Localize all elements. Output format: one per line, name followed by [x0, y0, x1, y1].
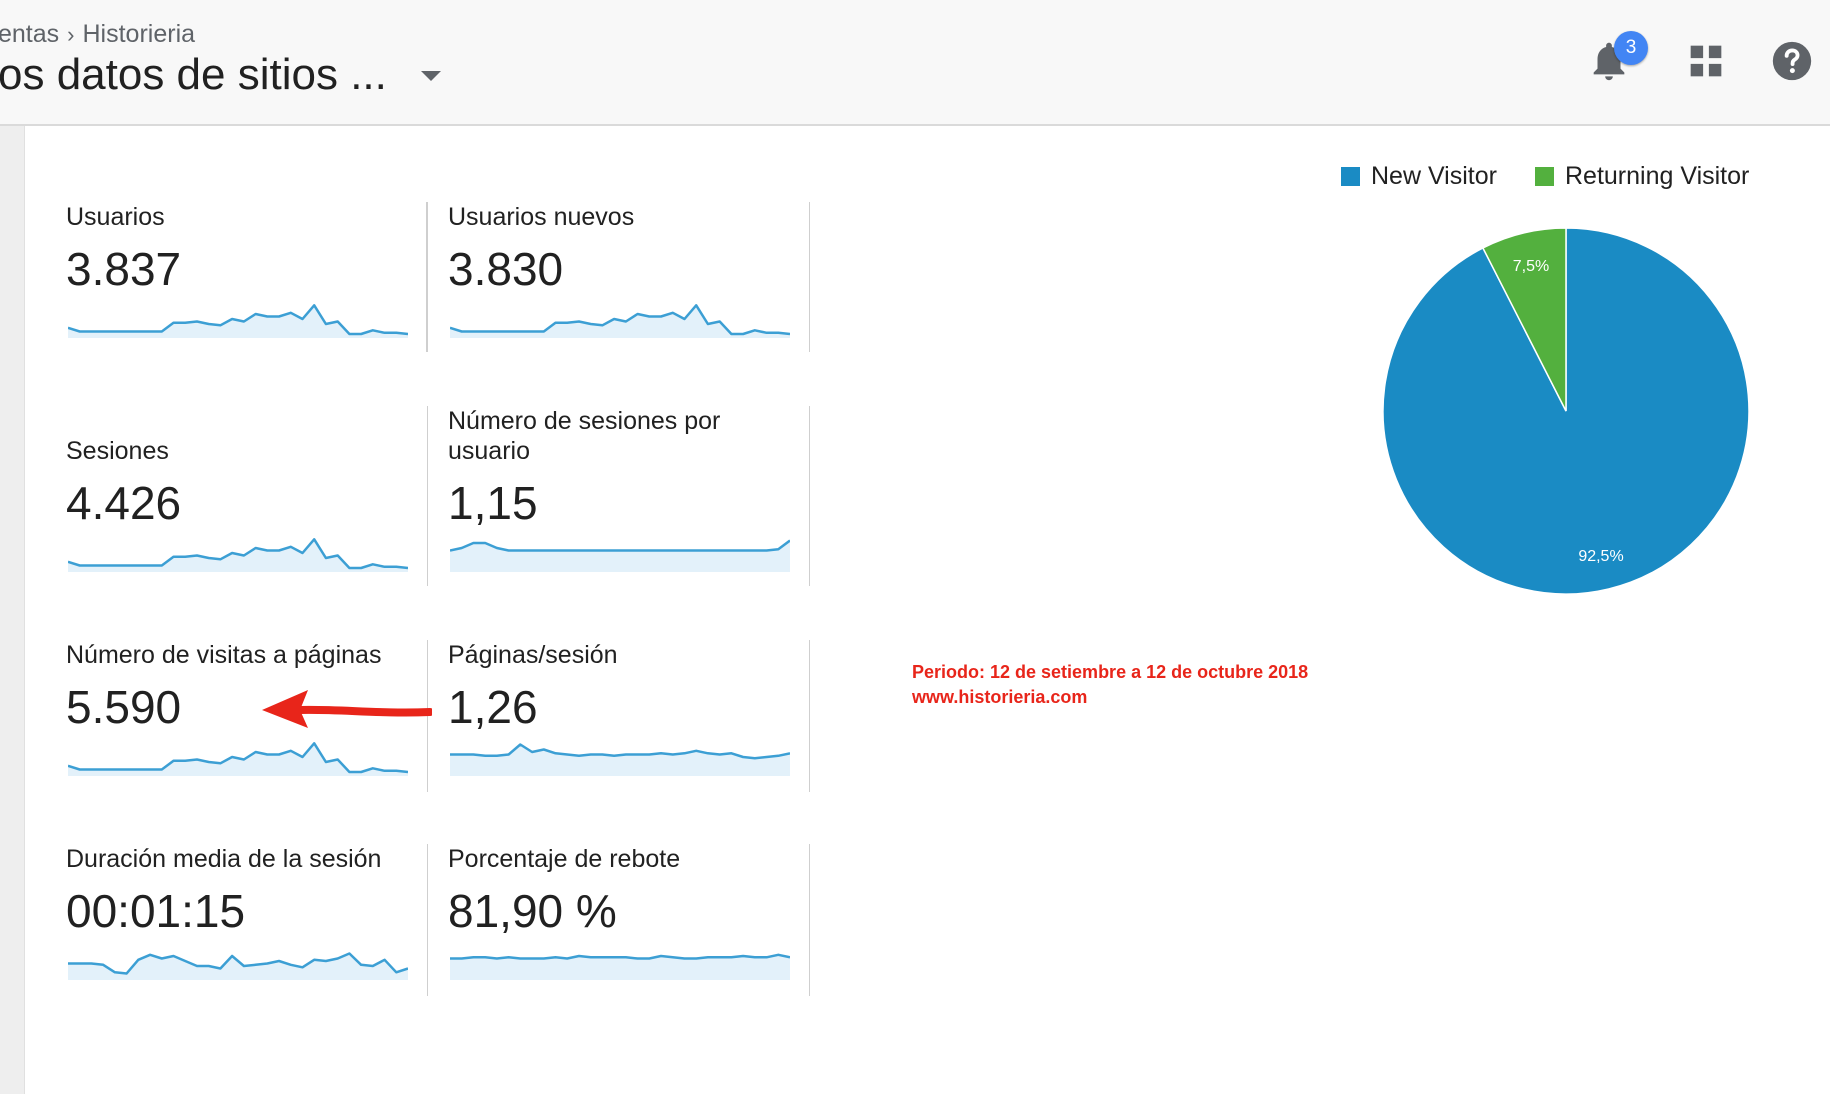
- sparkline-chart: [68, 742, 408, 776]
- caret-down-icon[interactable]: [421, 71, 441, 81]
- metric-value: 4.426: [66, 477, 182, 529]
- metric-value: 5.590: [66, 681, 182, 733]
- legend-item-returning-visitor[interactable]: Returning Visitor: [1535, 162, 1749, 191]
- metric-label: Sesiones: [66, 437, 169, 465]
- metric-value: 1,26: [448, 681, 538, 733]
- sparkline-line: [68, 304, 408, 336]
- sparkline-chart: [450, 743, 790, 776]
- sparkline-area: [68, 953, 408, 980]
- sparkline-area: [68, 539, 408, 572]
- metric-value: 3.830: [448, 243, 564, 295]
- sparkline-chart: [450, 539, 790, 572]
- period-annotation-line: Periodo: 12 de setiembre a 12 de octubre…: [912, 662, 1309, 682]
- legend-label: New Visitor: [1371, 162, 1497, 190]
- metric-tile-bounce-rate[interactable]: Porcentaje de rebote 81,90 %: [427, 844, 810, 996]
- legend-label: Returning Visitor: [1565, 162, 1750, 190]
- legend-swatch: [1341, 167, 1360, 186]
- sparkline-area: [450, 954, 790, 980]
- metric-tile-sessions[interactable]: Sesiones 4.426: [66, 436, 426, 586]
- red-arrow-annotation: [262, 690, 432, 728]
- legend-item-new-visitor[interactable]: New Visitor: [1341, 162, 1497, 191]
- metric-tile-pages-per-session[interactable]: Páginas/sesión 1,26: [427, 640, 810, 792]
- sparkline-line: [68, 952, 408, 975]
- breadcrumb-separator-icon: ›: [67, 22, 75, 47]
- sparkline-area: [68, 305, 408, 338]
- left-navigation-rail[interactable]: [0, 126, 25, 1094]
- pie-slice-returning-visitor[interactable]: [1481, 227, 1567, 412]
- sparkline-area: [450, 744, 790, 776]
- sparkline-line: [450, 539, 790, 552]
- sparkline-line: [68, 538, 408, 570]
- metric-value: 00:01:15: [66, 885, 246, 937]
- metric-value: 3.837: [66, 243, 182, 295]
- metric-label: Número de visitas a páginas: [66, 641, 382, 669]
- visitor-type-pie-chart[interactable]: 92,5% 7,5%: [1381, 226, 1751, 596]
- metric-label: Usuarios nuevos: [448, 203, 635, 231]
- metric-value: 1,15: [448, 477, 538, 529]
- breadcrumb-item-account[interactable]: entas: [0, 20, 60, 48]
- sparkline-area: [68, 743, 408, 776]
- top-bar: entas › Historieria os datos de sitios ...…: [0, 0, 1830, 126]
- metric-tile-pageviews[interactable]: Número de visitas a páginas 5.590: [66, 640, 426, 790]
- sparkline-chart: [68, 304, 408, 338]
- website-annotation-line: www.historieria.com: [912, 687, 1088, 707]
- metric-label: Usuarios: [66, 203, 165, 231]
- metric-value: 81,90 %: [448, 885, 617, 937]
- pie-slice-label: 92,5%: [1578, 548, 1623, 565]
- period-annotation: Periodo: 12 de setiembre a 12 de octubre…: [912, 660, 1308, 710]
- notification-count-badge: 3: [1614, 31, 1648, 65]
- legend-swatch: [1535, 167, 1554, 186]
- sparkline-chart: [68, 538, 408, 572]
- sparkline-chart: [450, 953, 790, 980]
- breadcrumb-item-property[interactable]: Historieria: [82, 20, 196, 48]
- sparkline-line: [450, 743, 790, 760]
- metric-label: Duración media de la sesión: [66, 845, 382, 873]
- view-selector-title[interactable]: os datos de sitios ...: [0, 50, 387, 99]
- pie-slice-label: 7,5%: [1513, 258, 1549, 275]
- sparkline-area: [450, 540, 790, 572]
- sparkline-line: [450, 953, 790, 960]
- metric-label: Páginas/sesión: [448, 641, 618, 669]
- breadcrumb: entas › Historieria: [0, 20, 195, 49]
- sparkline-chart: [68, 952, 408, 980]
- metric-tile-sessions-per-user[interactable]: Número de sesiones por usuario 1,15: [427, 406, 810, 586]
- apps-grid-icon[interactable]: [1683, 38, 1729, 84]
- sparkline-line: [450, 304, 790, 336]
- metric-label: Porcentaje de rebote: [448, 845, 681, 873]
- metric-label: Número de sesiones por usuario: [448, 407, 721, 465]
- help-icon[interactable]: [1769, 38, 1815, 84]
- metric-tile-new-users[interactable]: Usuarios nuevos 3.830: [427, 202, 810, 352]
- metric-tile-avg-session-duration[interactable]: Duración media de la sesión 00:01:15: [66, 844, 426, 994]
- sparkline-area: [450, 305, 790, 338]
- sparkline-chart: [450, 304, 790, 338]
- metric-tile-users[interactable]: Usuarios 3.837: [66, 202, 427, 352]
- sparkline-line: [68, 742, 408, 774]
